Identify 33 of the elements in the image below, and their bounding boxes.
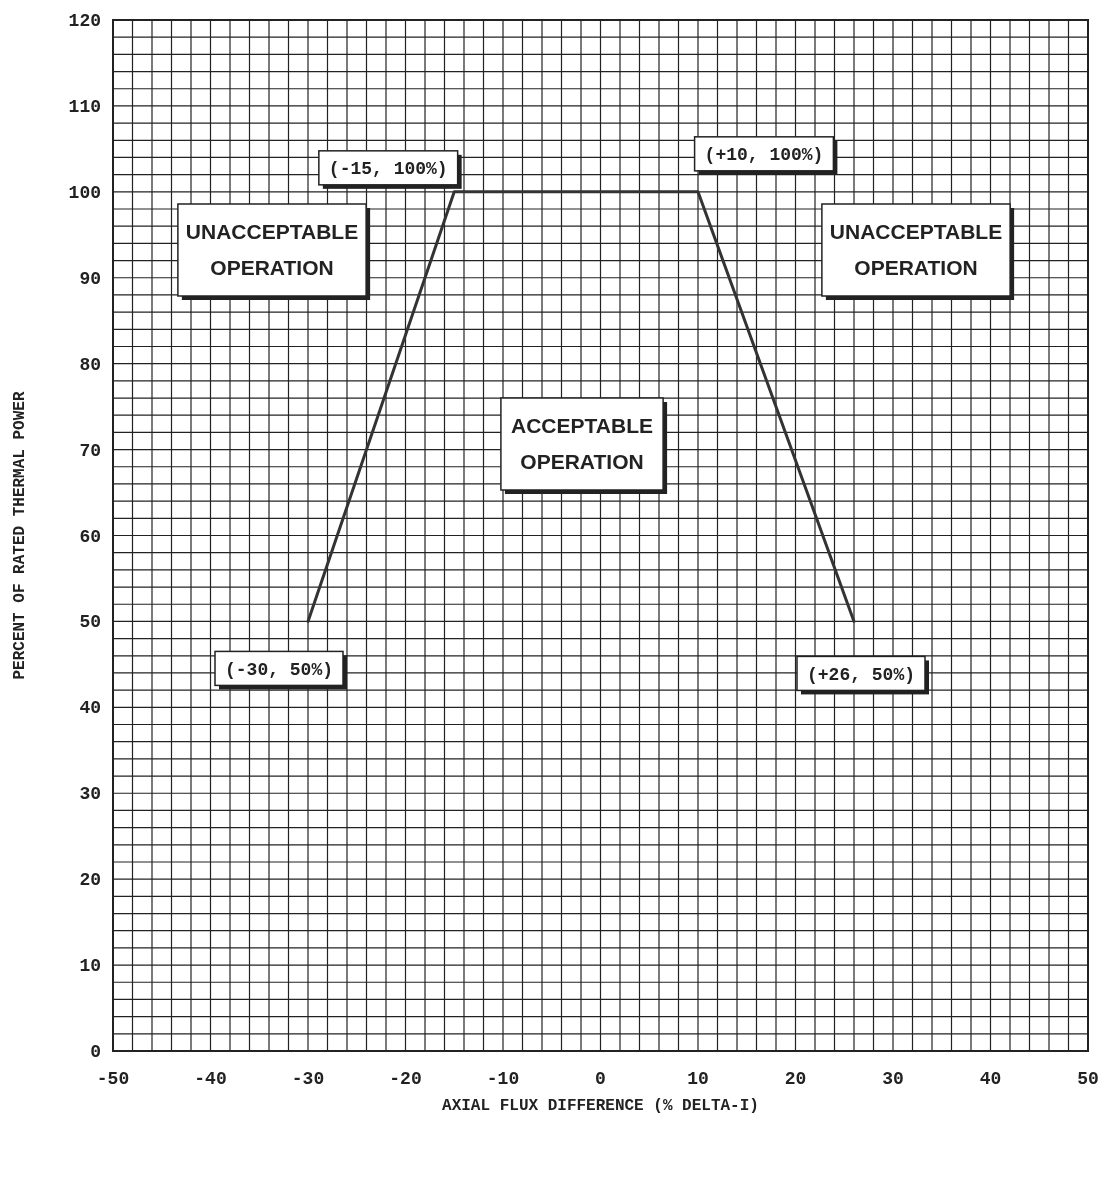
annotation: (-30, 50%) [224, 659, 334, 680]
x-axis-title: AXIAL FLUX DIFFERENCE (% DELTA-I) [442, 1097, 759, 1115]
y-tick-label: 60 [79, 526, 101, 547]
y-tick-label: 30 [79, 784, 101, 805]
annotation: (-15, 100%) [328, 159, 448, 180]
x-tick-label: 20 [784, 1069, 807, 1089]
annotation: (+10, 100%) [704, 145, 824, 166]
x-tick-label: 30 [882, 1069, 904, 1089]
annotation: ACCEPTABLE OPERATION [511, 414, 653, 474]
y-tick-label: 90 [79, 268, 101, 289]
x-tick-label: -40 [194, 1069, 227, 1089]
x-tick-label: -50 [96, 1069, 130, 1089]
y-tick-label: 110 [68, 96, 101, 117]
y-tick-label: 50 [79, 612, 101, 633]
y-tick-label: 20 [79, 870, 101, 891]
y-tick-label: 40 [79, 698, 101, 719]
annotation: (+26, 50%) [806, 664, 916, 685]
x-tick-label: -10 [486, 1069, 520, 1089]
y-tick-label: 80 [79, 354, 101, 375]
y-tick-label: 70 [79, 440, 101, 461]
x-tick-label: 10 [687, 1069, 709, 1089]
x-tick-label: -20 [389, 1069, 422, 1089]
y-tick-label: 0 [90, 1042, 101, 1062]
annotation: UNACCEPTABLE OPERATION [829, 220, 1003, 280]
x-tick-label: 40 [979, 1069, 1002, 1089]
y-tick-label: 100 [68, 182, 101, 203]
y-tick-label: 120 [68, 11, 101, 31]
x-tick-label: -30 [291, 1069, 325, 1089]
annotation: UNACCEPTABLE OPERATION [185, 220, 359, 280]
x-tick-label: 50 [1077, 1069, 1099, 1089]
x-tick-label: 0 [595, 1069, 606, 1089]
y-tick-label: 10 [79, 956, 101, 977]
y-axis-title: PERCENT OF RATED THERMAL POWER [11, 391, 29, 680]
